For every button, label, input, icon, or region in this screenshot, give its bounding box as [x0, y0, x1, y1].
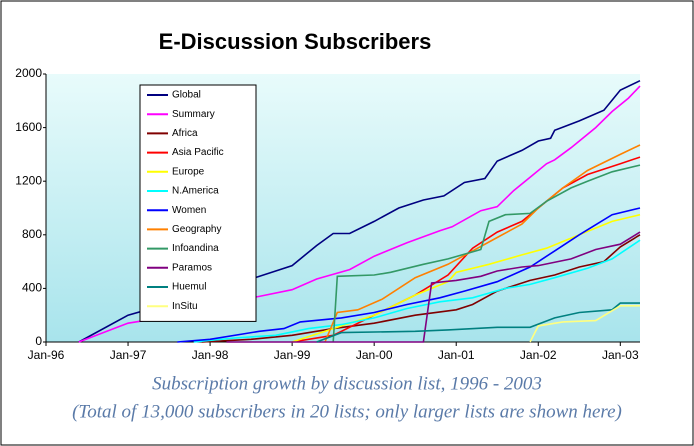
series-line	[177, 207, 641, 343]
legend-box	[139, 84, 257, 322]
series-line	[529, 304, 640, 343]
y-tick-label: 1600	[15, 120, 42, 134]
chart-title: E-Discussion Subscribers	[159, 29, 432, 54]
caption: (Total of 13,000 subscribers in 20 lists…	[72, 401, 622, 422]
legend-label: Europe	[172, 166, 205, 177]
y-tick-label: 800	[22, 227, 42, 241]
legend-label: Global	[172, 90, 201, 101]
x-tick-label: Jan-00	[356, 348, 393, 362]
x-tick-label: Jan-96	[28, 348, 65, 362]
series-line	[324, 144, 641, 343]
x-tick-label: Jan-97	[110, 348, 147, 362]
y-tick-label: 400	[22, 281, 42, 295]
x-tick-label: Jan-01	[438, 348, 475, 362]
y-tick-label: 1200	[15, 173, 42, 187]
legend-label: InSitu	[172, 301, 198, 312]
legend-label: N.America	[172, 186, 219, 197]
series-line	[316, 302, 640, 343]
plot-area	[46, 74, 640, 342]
series-line	[193, 239, 641, 343]
x-tick-label: Jan-02	[520, 348, 557, 362]
series-line	[332, 164, 641, 343]
caption: Subscription growth by discussion list, …	[152, 373, 542, 394]
legend-label: Summary	[172, 109, 215, 120]
legend-label: Africa	[172, 128, 198, 139]
legend-label: Paramos	[172, 262, 212, 273]
legend-label: Women	[172, 205, 206, 216]
series-line	[291, 213, 641, 343]
series-line	[201, 234, 641, 343]
x-tick-label: Jan-98	[192, 348, 229, 362]
legend-label: Infoandina	[172, 243, 219, 254]
legend-label: Asia Pacific	[172, 147, 224, 158]
legend-label: Huemul	[172, 282, 206, 293]
series-line	[226, 231, 641, 343]
y-tick-label: 2000	[15, 66, 42, 80]
y-tick-label: 0	[35, 334, 42, 348]
x-tick-label: Jan-03	[602, 348, 639, 362]
x-tick-label: Jan-99	[274, 348, 311, 362]
legend-label: Geography	[172, 224, 221, 235]
